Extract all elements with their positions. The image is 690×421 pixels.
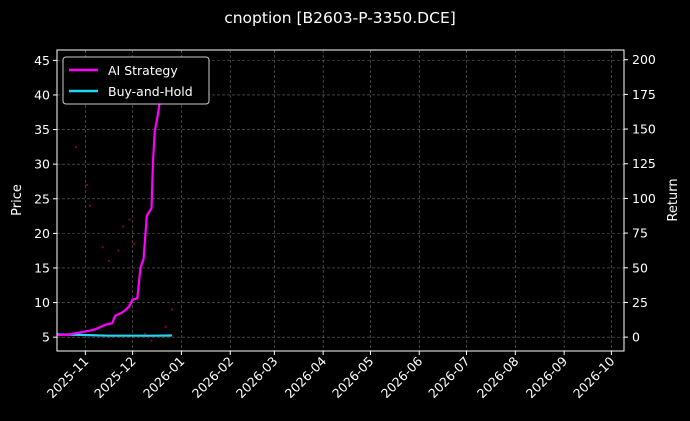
y-left-tick-label: 25: [34, 191, 50, 206]
y-right-tick-label: 50: [632, 260, 648, 275]
y-right-tick-label: 175: [632, 87, 656, 102]
y-right-tick-label: 0: [632, 330, 640, 345]
price-marker: [150, 339, 153, 342]
y-left-tick-label: 35: [34, 122, 50, 137]
y-left-tick-label: 40: [34, 87, 50, 102]
y-left-tick-label: 15: [34, 260, 50, 275]
y-right-tick-label: 25: [632, 295, 648, 310]
price-marker: [170, 308, 174, 311]
price-marker: [122, 225, 125, 228]
y-axis-right-title: Return: [666, 178, 681, 221]
y-right-tick-label: 200: [632, 52, 656, 67]
legend-label-ai-strategy: AI Strategy: [108, 63, 178, 78]
legend-label-buy-and-hold: Buy-and-Hold: [108, 84, 193, 99]
y-axis-left-title: Price: [10, 184, 25, 216]
series-line-buy-and-hold: [56, 333, 173, 337]
y-left-tick-label: 30: [34, 157, 50, 172]
chart-title: cnoption [B2603-P-3350.DCE]: [224, 9, 456, 27]
y-right-tick-label: 150: [632, 122, 656, 137]
y-left-tick-label: 10: [34, 295, 50, 310]
legend-box: [62, 56, 210, 105]
price-marker: [144, 332, 147, 335]
price-marker: [107, 259, 111, 263]
price-marker: [128, 218, 131, 221]
price-marker: [74, 145, 77, 148]
plot-frame: [56, 49, 625, 352]
y-left-tick-label: 5: [42, 330, 50, 345]
price-marker: [117, 249, 120, 252]
price-marker: [88, 204, 92, 207]
price-marker: [164, 325, 167, 328]
price-marker: [133, 242, 136, 245]
price-marker: [85, 183, 89, 187]
y-right-tick-label: 100: [632, 191, 656, 206]
y-right-tick-label: 125: [632, 156, 656, 171]
marker-layer: [74, 145, 174, 342]
series-line-ai-strategy: [56, 59, 173, 337]
y-right-tick-label: 75: [632, 226, 648, 241]
series-layer: [56, 59, 173, 337]
y-left-tick-label: 45: [34, 53, 50, 68]
price-marker: [101, 246, 104, 249]
legend: AI Strategy Buy-and-Hold: [62, 56, 210, 105]
y-left-tick-label: 20: [34, 226, 50, 241]
